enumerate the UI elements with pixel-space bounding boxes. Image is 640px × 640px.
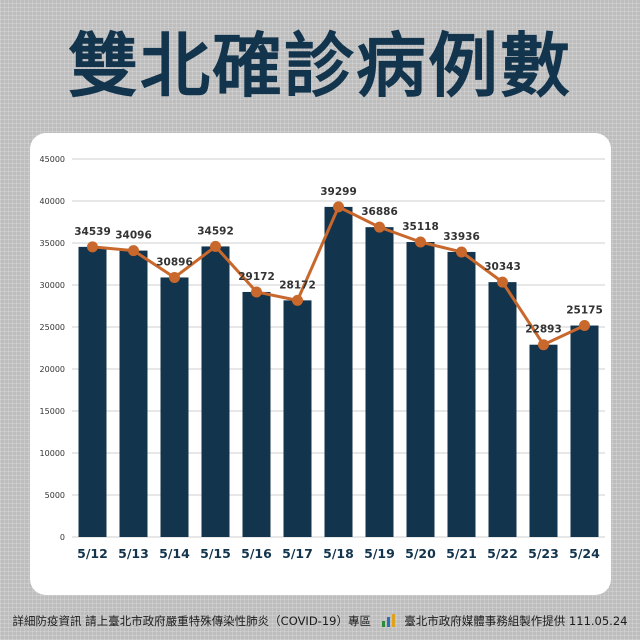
x-tick-label: 5/13: [118, 546, 149, 561]
y-tick-label: 30000: [40, 281, 65, 290]
bar: [488, 282, 517, 537]
line-point: [374, 221, 385, 233]
y-tick-label: 20000: [40, 365, 65, 374]
data-label: 34592: [197, 225, 234, 237]
bar: [201, 246, 230, 538]
line-point: [128, 245, 139, 257]
y-tick-label: 35000: [40, 239, 65, 248]
line-point: [333, 201, 344, 213]
data-label: 35118: [402, 221, 439, 233]
x-tick-label: 5/20: [405, 546, 436, 561]
footer-credit-text: 臺北市政府媒體事務組製作提供 111.05.24: [404, 614, 628, 628]
y-tick-label: 40000: [40, 197, 65, 206]
x-tick-label: 5/21: [446, 546, 477, 561]
line-point: [251, 286, 262, 298]
chart-card: 0 5000 10000 15000 20000 25000 30000 35000 40000…: [30, 133, 611, 595]
x-tick-label: 5/17: [282, 546, 313, 561]
bar: [406, 242, 435, 537]
data-label: 30896: [156, 256, 193, 268]
bar: [160, 277, 189, 537]
bar: [283, 300, 312, 537]
data-label: 22893: [525, 324, 562, 336]
data-label: 25175: [566, 305, 603, 317]
x-tick-label: 5/19: [364, 546, 395, 561]
y-tick-label: 0: [60, 533, 65, 542]
y-tick-label: 15000: [40, 407, 65, 416]
bar: [324, 206, 353, 537]
x-tick-label: 5/23: [528, 546, 559, 561]
bar: [242, 291, 271, 537]
x-tick-label: 5/15: [200, 546, 231, 561]
line-point: [87, 241, 98, 253]
data-label: 29172: [238, 271, 275, 283]
line-point: [538, 339, 549, 351]
line-point: [415, 236, 426, 248]
y-tick-label: 25000: [40, 323, 65, 332]
x-tick-label: 5/22: [487, 546, 518, 561]
data-label: 28172: [279, 279, 316, 291]
x-tick-label: 5/14: [159, 546, 190, 561]
bar: [119, 250, 148, 537]
y-tick-label: 45000: [40, 155, 65, 164]
y-tick-label: 10000: [40, 449, 65, 458]
data-label: 34096: [115, 230, 152, 242]
data-label: 30343: [484, 261, 521, 273]
bar: [529, 344, 558, 537]
line-point: [292, 294, 303, 306]
footer: 詳細防疫資訊 請上臺北市政府嚴重特殊傳染性肺炎（COVID-19）專區 臺北市政…: [0, 608, 640, 634]
bar: [447, 251, 476, 537]
data-label: 33936: [443, 231, 480, 243]
bar-line-chart: 0 5000 10000 15000 20000 25000 30000 35000 40000…: [40, 155, 605, 561]
bar: [570, 325, 599, 537]
line-point: [579, 320, 590, 332]
x-tick-label: 5/12: [77, 546, 108, 561]
line-point: [456, 246, 467, 258]
line-point: [169, 271, 180, 283]
x-tick-label: 5/18: [323, 546, 354, 561]
bar: [78, 246, 107, 537]
taipei-logo-icon: [381, 614, 395, 627]
x-tick-label: 5/24: [569, 546, 600, 561]
x-tick-label: 5/16: [241, 546, 272, 561]
footer-info-text: 詳細防疫資訊 請上臺北市政府嚴重特殊傳染性肺炎（COVID-19）專區: [12, 614, 371, 628]
data-label: 34539: [74, 226, 111, 238]
bar: [365, 227, 394, 537]
line-point: [210, 240, 221, 252]
y-tick-label: 5000: [45, 491, 65, 500]
data-label: 39299: [320, 186, 357, 198]
page-title: 雙北確診病例數: [68, 25, 572, 107]
line-point: [497, 276, 508, 288]
data-label: 36886: [361, 206, 398, 218]
